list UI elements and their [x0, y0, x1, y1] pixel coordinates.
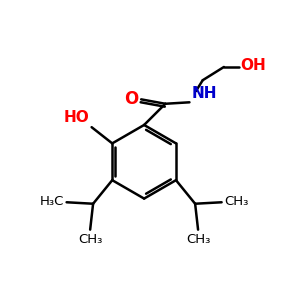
Text: H₃C: H₃C: [40, 195, 64, 208]
Text: OH: OH: [240, 58, 266, 73]
Text: O: O: [124, 90, 138, 108]
Text: CH₃: CH₃: [186, 233, 210, 246]
Text: HO: HO: [64, 110, 89, 125]
Text: NH: NH: [191, 86, 217, 101]
Text: CH₃: CH₃: [78, 233, 102, 246]
Text: CH₃: CH₃: [224, 195, 248, 208]
